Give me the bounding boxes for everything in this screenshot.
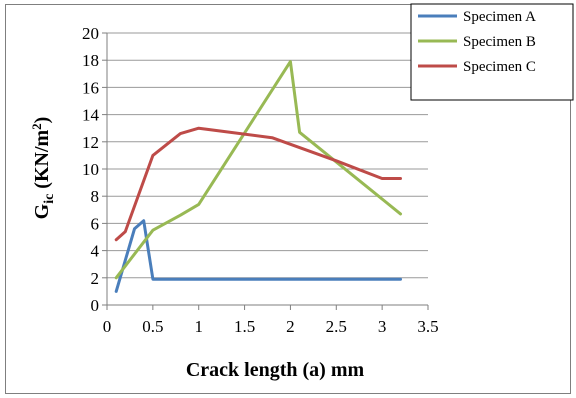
legend-box: [410, 3, 574, 101]
y-tick-labels: 0 2 4 6 8 10 12 14 16 18 20: [82, 24, 100, 315]
legend-label: Specimen B: [463, 34, 536, 50]
y-tick-label: 0: [91, 296, 100, 315]
x-tick-label: 1: [194, 317, 203, 336]
x-axis-title: Crack length (a) mm: [186, 359, 365, 381]
x-tick-label: 0: [103, 317, 112, 336]
y-tick-label: 14: [82, 106, 100, 125]
x-tick-label: 2.5: [326, 317, 347, 336]
y-tick-label: 20: [82, 24, 99, 43]
y-tick-label: 4: [91, 242, 100, 261]
y-axis-title: Gic (KN/m2): [29, 117, 57, 220]
y-tick-label: 2: [91, 269, 100, 288]
legend-label: Specimen A: [463, 9, 536, 25]
x-tick-label: 3: [378, 317, 387, 336]
y-tick-label: 6: [91, 214, 100, 233]
x-tick-label: 0.5: [142, 317, 163, 336]
legend-label: Specimen C: [463, 59, 536, 75]
x-tick-labels: 0 0.5 1 1.5 2 2.5 3 3.5: [103, 317, 439, 336]
y-axis-title-main: G: [31, 203, 53, 219]
y-tick-label: 18: [82, 51, 99, 70]
legend: Specimen A Specimen B Specimen C: [410, 3, 574, 101]
x-tick-label: 1.5: [234, 317, 255, 336]
series-line-specimen-c: [114, 126, 402, 242]
y-tick-label: 16: [82, 78, 99, 97]
x-tick-label: 2: [286, 317, 295, 336]
y-axis-title-superscript: 2: [29, 123, 44, 130]
axes: [102, 32, 429, 310]
y-axis-title-subscript: ic: [42, 194, 57, 204]
y-tick-label: 8: [91, 187, 100, 206]
series-line-specimen-b: [114, 60, 402, 280]
y-tick-label: 10: [82, 160, 99, 179]
y-axis-title-unit: (KN/m: [31, 129, 53, 193]
x-tick-label: 3.5: [417, 317, 438, 336]
series-line-specimen-a: [114, 219, 402, 293]
series-lines: [114, 60, 402, 293]
y-axis-title-close: ): [31, 117, 53, 124]
y-tick-label: 12: [82, 133, 99, 152]
